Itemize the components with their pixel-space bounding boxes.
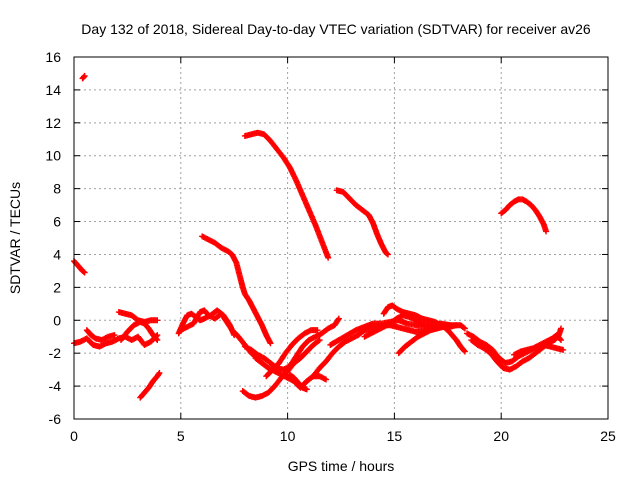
data-point [543, 228, 550, 235]
y-tick-label: -6 [49, 411, 62, 427]
data-point [315, 337, 322, 344]
series-arc-f [117, 318, 161, 344]
data-point [314, 327, 321, 334]
x-tick-label: 10 [280, 428, 296, 444]
series-arc-g [137, 369, 163, 401]
data-point [558, 337, 565, 344]
data-point [303, 386, 310, 393]
data-point [461, 347, 468, 354]
series-arc-j [199, 233, 274, 347]
grid-lines [74, 57, 608, 419]
series-arc-n [263, 327, 321, 380]
y-tick-label: 10 [45, 148, 61, 164]
y-tick-label: 14 [45, 82, 61, 98]
data-point [335, 316, 342, 323]
data-point [335, 315, 342, 322]
data-point [155, 371, 162, 378]
series-arc-y [511, 332, 565, 358]
y-tick-label: 8 [53, 181, 61, 197]
series-arc-a [79, 72, 88, 82]
data-point [111, 332, 118, 339]
data-point [461, 348, 468, 355]
series-arc-d [83, 327, 118, 344]
x-tick-label: 25 [600, 428, 616, 444]
y-tick-label: 6 [53, 214, 61, 230]
data-point [557, 336, 564, 343]
y-tick-label: 16 [45, 49, 61, 65]
y-tick-label: -4 [49, 378, 62, 394]
data-point [384, 251, 391, 258]
data-marks [71, 72, 567, 401]
series-arc-v [395, 322, 460, 357]
chart-title: Day 132 of 2018, Sidereal Day-to-day VTE… [81, 21, 591, 37]
data-point [267, 340, 274, 347]
x-axis-label: GPS time / hours [288, 458, 395, 474]
y-tick-label: 12 [45, 115, 61, 131]
data-point [80, 268, 87, 275]
series-arc-m [241, 129, 332, 261]
data-point [383, 250, 390, 257]
x-tick-label: 15 [387, 428, 403, 444]
series-arc-z [498, 196, 550, 235]
data-point [323, 376, 330, 383]
series-arc-o [252, 355, 330, 391]
axis-ticks: 0 5 10 15 20 25 -6 -4 -2 0 2 4 6 8 10 12 14 16 [45, 49, 616, 444]
data-point [156, 369, 163, 376]
x-tick-label: 20 [493, 428, 509, 444]
data-point [81, 72, 88, 79]
data-point [325, 254, 332, 261]
data-point [460, 324, 467, 331]
series-arc-r [333, 187, 391, 258]
series-arc-p [286, 371, 310, 393]
y-tick-label: 0 [53, 312, 61, 328]
data-point [558, 325, 565, 332]
data-point [154, 317, 161, 324]
data-point [453, 322, 460, 329]
x-tick-label: 0 [70, 428, 78, 444]
y-tick-label: 2 [53, 279, 61, 295]
plot-frame [73, 56, 609, 420]
series-arc-q [310, 322, 468, 380]
data-point [153, 336, 160, 343]
x-tick-label: 5 [177, 428, 185, 444]
data-point [81, 269, 88, 276]
data-point [560, 346, 567, 353]
data-point [316, 337, 323, 344]
y-axis-label: SDTVAR / TECUs [7, 182, 23, 294]
y-tick-label: -2 [49, 345, 62, 361]
data-point [154, 337, 161, 344]
data-point [80, 73, 87, 80]
data-point [461, 325, 468, 332]
y-tick-label: 4 [53, 246, 61, 262]
